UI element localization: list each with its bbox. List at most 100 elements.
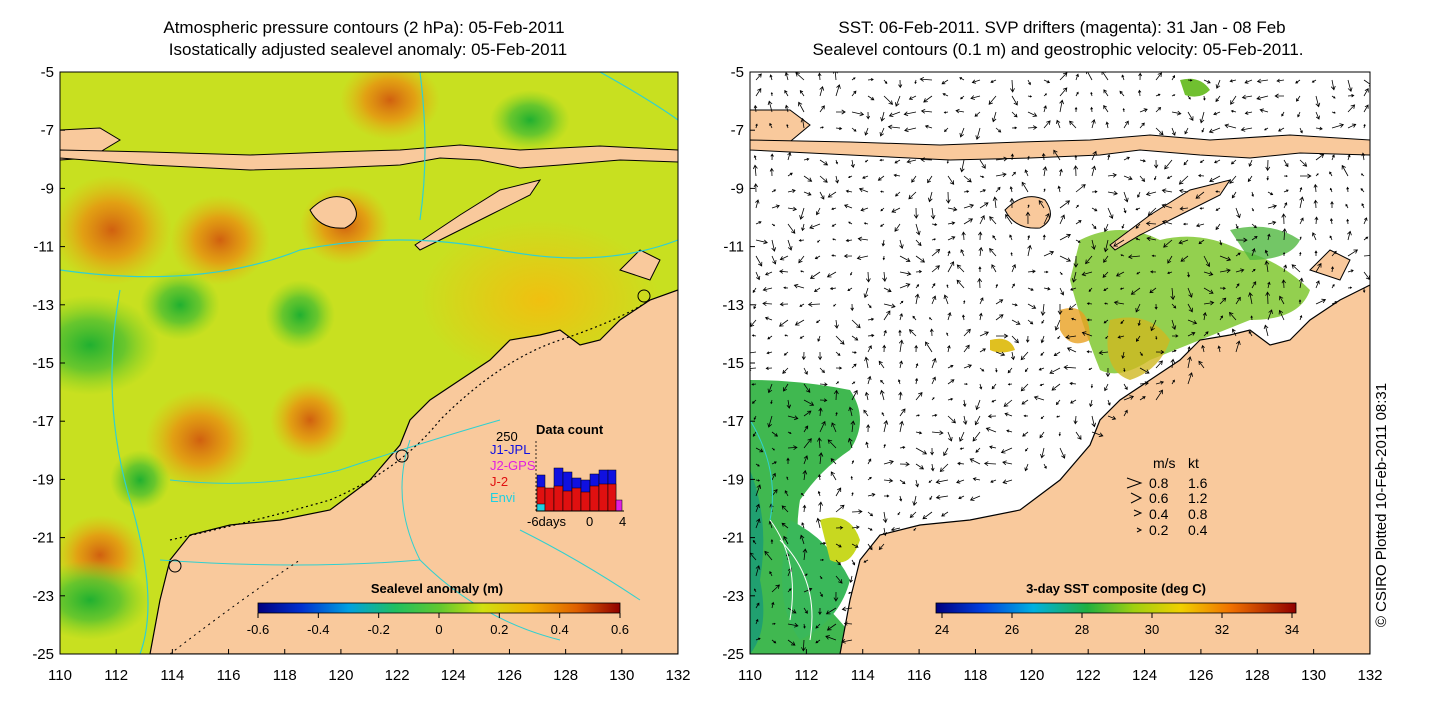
velocity-arrow [1183,159,1189,166]
left-lat-label: -13 [32,297,54,314]
velocity-arrow [963,203,975,209]
velocity-arrow [1330,266,1334,273]
velocity-arrow [1139,159,1146,163]
velocity-arrow [787,445,798,451]
velocity-arrow [783,535,789,545]
velocity-arrow [1314,250,1318,256]
velocity-arrow [1315,262,1322,273]
velocity-arrow [1105,121,1109,129]
velocity-arrow [899,420,904,433]
velocity-arrow [1041,319,1045,324]
velocity-arrow [974,111,981,117]
velocity-arrow [816,239,821,243]
velocity-arrow [1011,335,1019,344]
velocity-arrow [1103,89,1109,97]
velocity-arrow [1090,106,1094,113]
velocity-arrow [882,511,888,524]
velocity-arrow [1068,303,1077,310]
velocity-arrow [899,271,912,276]
velocity-arrow [864,127,869,136]
velocity-arrow [835,487,842,497]
velocity-arrow [1167,255,1173,264]
velocity-arrow [963,364,973,369]
left-lon-label: 130 [609,667,634,684]
velocity-arrow [778,319,789,327]
velocity-arrow [867,543,873,551]
velocity-arrow [1213,111,1221,116]
velocity-arrow [915,284,920,289]
right-lon-label: 132 [1357,667,1382,684]
right-lat-label: -23 [722,588,744,605]
velocity-arrow [1283,175,1288,178]
velocity-arrow [963,383,968,386]
velocity-arrow [975,399,981,411]
velocity-arrow [1020,383,1029,392]
velocity-arrow [867,476,872,481]
velocity-arrow [771,639,777,644]
velocity-arrow [1098,350,1109,355]
velocity-arrow [814,255,821,260]
left-lon-label: 110 [48,667,72,684]
velocity-arrow [1187,111,1194,121]
velocity-arrow [899,300,904,305]
velocity-arrow [803,157,810,161]
velocity-arrow [989,248,997,257]
velocity-arrow [881,239,886,247]
velocity-arrow [794,319,805,326]
velocity-arrow [942,93,949,97]
velocity-arrow [816,517,821,529]
velocity-arrow [1198,174,1205,178]
velocity-arrow [1235,237,1248,243]
velocity-arrow [755,484,762,497]
velocity-row-3-ms: 0.2 [1149,522,1169,538]
velocity-arrow [833,303,837,307]
velocity-arrow [771,223,776,227]
velocity-arrow [851,381,856,385]
velocity-arrow [931,295,937,305]
velocity-arrow [803,410,812,417]
velocity-arrow [795,72,805,81]
velocity-arrow [1040,303,1046,316]
velocity-arrow [956,264,965,273]
velocity-arrow [851,335,859,341]
velocity-arrow [764,271,773,276]
velocity-arrow [931,238,937,241]
velocity-arrow [835,84,841,97]
right-cbar-label: 30 [1145,622,1159,637]
data-count-max: 250 [496,429,518,444]
velocity-arrow [1315,280,1320,289]
mission-j-2: J-2 [490,474,508,489]
velocity-arrow [798,101,805,113]
velocity-arrow [867,492,876,497]
left-lat-label: -21 [32,530,54,547]
velocity-arrow [1300,173,1312,179]
velocity-arrow [1171,110,1182,116]
velocity-arrow [1187,346,1191,353]
velocity-arrow [924,124,933,129]
velocity-arrow [860,207,869,212]
velocity-arrow [867,375,872,385]
velocity-arrow [850,159,855,169]
velocity-arrow [878,543,885,551]
right-lat-label: -19 [722,471,744,488]
velocity-arrow [974,415,981,426]
right-lon-label: 114 [851,667,875,684]
velocity-arrow [867,345,872,353]
velocity-arrow [931,413,938,417]
velocity-arrow [801,522,805,529]
velocity-arrow [1299,236,1302,241]
velocity-arrow [1215,223,1221,231]
velocity-arrow [1115,271,1125,277]
velocity-arrow [947,175,955,185]
velocity-arrow [851,90,857,97]
velocity-arrow [1003,399,1013,407]
velocity-arrow [914,293,920,305]
velocity-arrow [851,77,856,81]
velocity-arrow [1299,186,1303,193]
right-lon-label: 130 [1301,667,1326,684]
velocity-arrow [1075,239,1081,243]
left-lat-label: -15 [32,355,54,372]
velocity-arrow [1329,187,1333,193]
velocity-arrow [913,207,919,219]
velocity-arrow [1073,415,1078,425]
